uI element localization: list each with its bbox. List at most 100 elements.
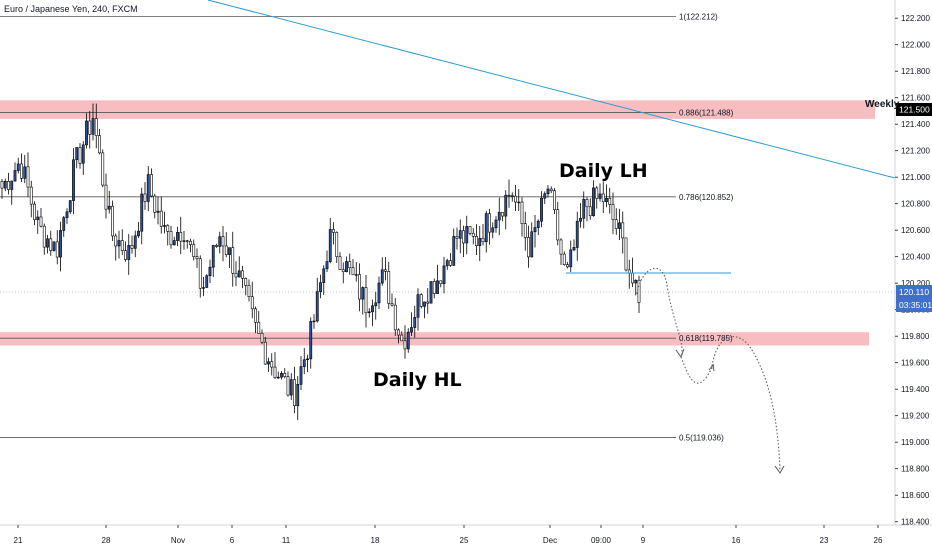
candle [637, 275, 641, 313]
symbol-title[interactable]: Euro / Japanese Yen, 240, FXCM [4, 4, 138, 14]
candle [231, 231, 235, 287]
candle [312, 314, 316, 329]
price-tick-18: 118.600 [901, 491, 930, 500]
candle [283, 368, 287, 379]
candle [104, 173, 108, 219]
candle [146, 166, 150, 212]
candle [374, 291, 378, 320]
candle [202, 277, 205, 297]
price-tick-2: 121.800 [901, 67, 930, 76]
candle [270, 353, 274, 376]
candle [302, 347, 306, 375]
candle [299, 355, 303, 391]
candle [20, 153, 23, 183]
candle [322, 265, 326, 296]
candle [364, 274, 368, 328]
candle [328, 217, 332, 264]
price-tick-17: 118.800 [901, 465, 930, 474]
candle [85, 113, 88, 149]
candle [559, 238, 563, 266]
candle [189, 238, 192, 253]
candle [553, 188, 556, 215]
candle [7, 172, 10, 195]
candle [413, 305, 417, 338]
candle [588, 198, 592, 220]
price-tick-7: 120.800 [901, 200, 930, 209]
candle [484, 210, 488, 253]
candle [627, 259, 631, 289]
candle [530, 222, 534, 258]
candle [319, 274, 322, 299]
candle [150, 168, 153, 198]
candle [556, 201, 560, 246]
candle [156, 196, 160, 225]
candle [475, 224, 478, 255]
candle [241, 265, 244, 289]
time-tick-6: 25 [460, 536, 469, 545]
candle [468, 226, 472, 236]
trend-line[interactable] [207, 0, 896, 179]
candle [133, 230, 137, 258]
candle [55, 230, 59, 265]
time-tick-0: 21 [14, 536, 23, 545]
candle [114, 233, 118, 261]
candle [371, 299, 374, 327]
candle [595, 185, 599, 209]
candle [491, 222, 495, 239]
candle [120, 229, 124, 256]
candle [566, 262, 569, 269]
candle [436, 264, 439, 294]
candle [325, 250, 329, 273]
candle [52, 241, 56, 252]
candle [257, 311, 261, 334]
candle [101, 149, 105, 188]
candle [400, 331, 404, 342]
candle [377, 276, 381, 309]
candle [497, 197, 501, 236]
candle [62, 215, 66, 237]
candle [254, 306, 257, 334]
price-tick-15: 119.200 [901, 412, 930, 421]
candle [384, 257, 387, 281]
candle [36, 210, 40, 234]
zone-1[interactable] [0, 332, 869, 346]
candle [218, 231, 222, 254]
price-tick-12: 119.800 [901, 332, 930, 341]
candle [59, 221, 62, 272]
candle [46, 234, 49, 254]
candle [315, 277, 319, 323]
candle [250, 281, 254, 319]
candle [390, 293, 394, 307]
fib-layer: 1(122.212) 0.886(121.488) 0.786(120.852) 0.… [0, 13, 734, 442]
candle [621, 211, 625, 254]
candle [546, 185, 550, 198]
candle [416, 288, 420, 331]
candle [159, 196, 163, 234]
zone-0[interactable] [0, 100, 875, 119]
time-axis: 21 28 Nov 6 11 18 25 Dec 09:00 9 16 23 26 [0, 524, 932, 545]
weekly-price-text: 121.500 [899, 105, 930, 115]
candle [208, 259, 212, 283]
candle [205, 274, 209, 288]
candle [172, 236, 176, 246]
candle [465, 215, 469, 255]
candle [536, 219, 540, 236]
candle [179, 216, 183, 255]
candle [367, 308, 371, 318]
candle [286, 371, 290, 397]
candle [449, 253, 452, 267]
candle [247, 279, 251, 302]
candle [543, 191, 547, 204]
candle [634, 279, 638, 296]
candle [631, 257, 634, 288]
price-tick-19: 118.400 [901, 518, 930, 527]
price-tick-3: 121.600 [901, 94, 930, 103]
candle [585, 197, 589, 222]
candle [13, 162, 17, 182]
time-tick-3: 6 [230, 536, 235, 545]
price-tick-13: 119.600 [901, 359, 930, 368]
time-tick-8: 09:00 [591, 536, 612, 545]
projection-path [636, 267, 781, 471]
